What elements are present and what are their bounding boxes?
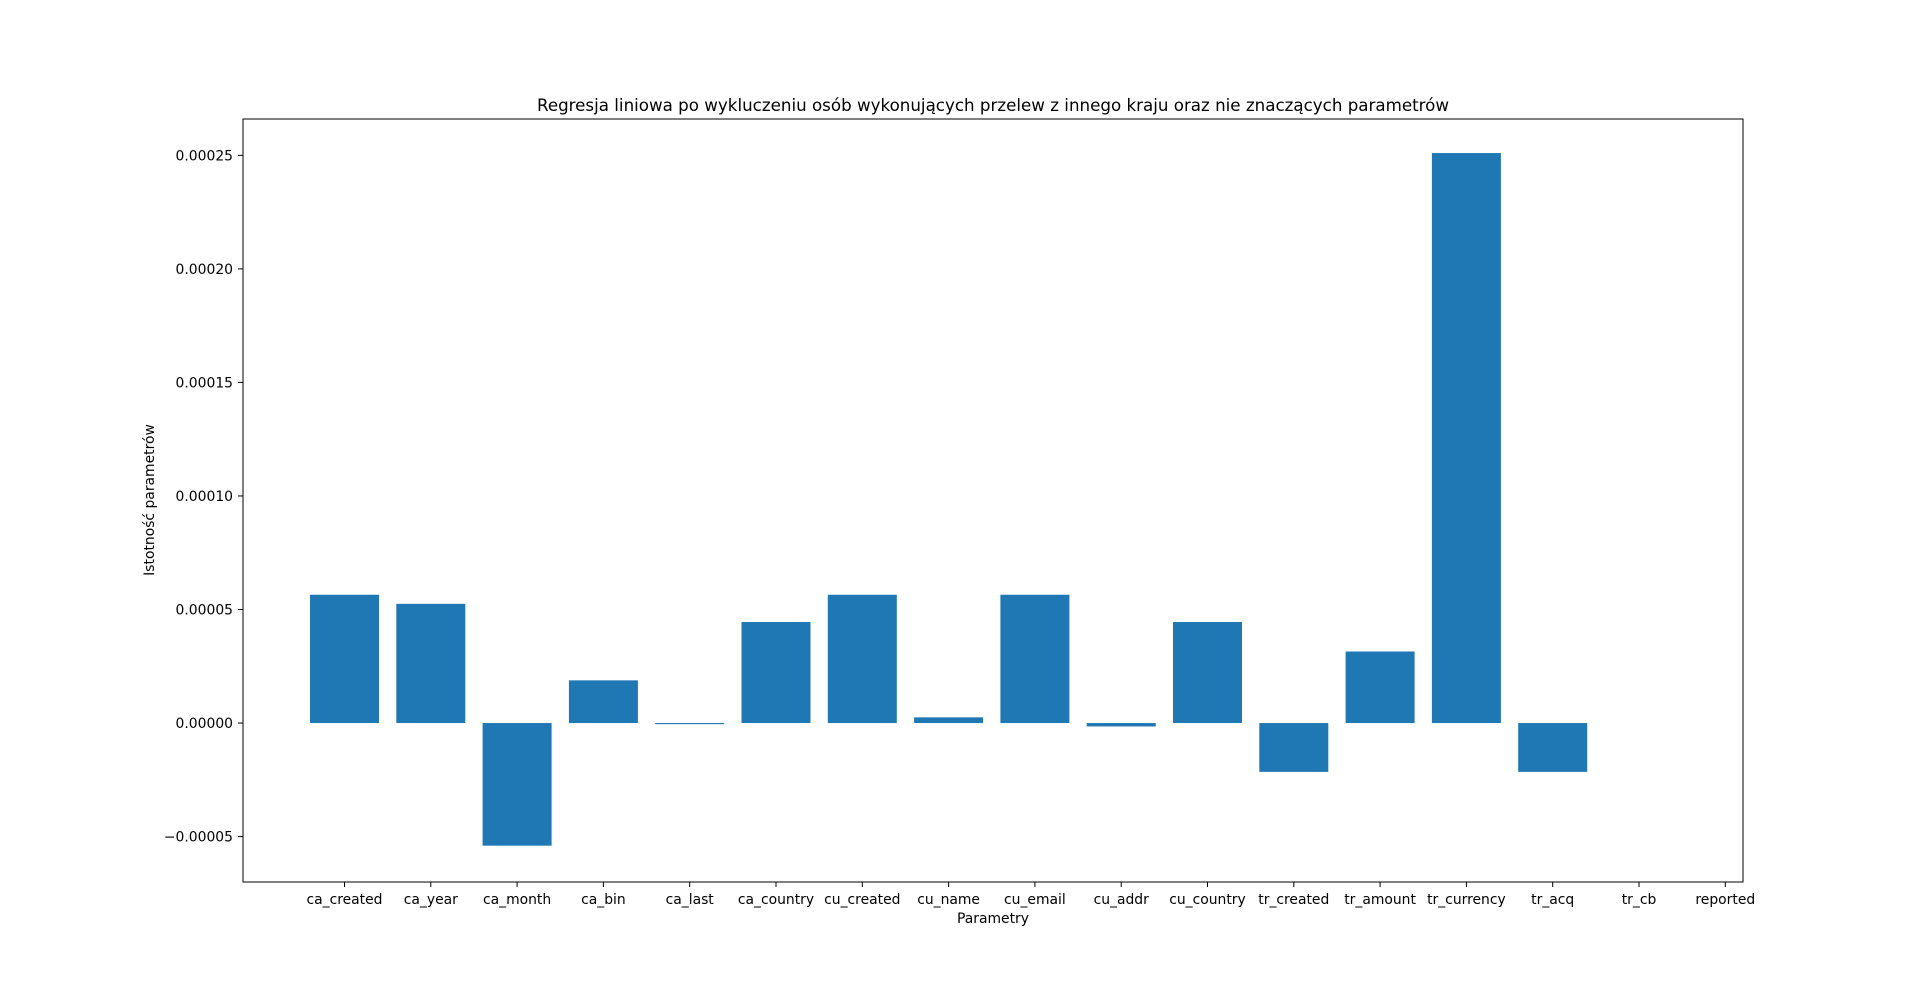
- x-tick-label: ca_created: [306, 892, 382, 908]
- y-tick-label: 0.00005: [176, 603, 233, 619]
- y-tick-label: 0.00020: [176, 262, 233, 278]
- bar-tr_amount: [1345, 651, 1415, 724]
- bar-tr_currency: [1431, 153, 1501, 724]
- x-tick-label: ca_year: [404, 892, 458, 908]
- bar-cu_name: [914, 717, 984, 724]
- x-tick-label: ca_last: [666, 892, 715, 908]
- bar-cu_created: [827, 594, 897, 724]
- bar-ca_created: [310, 594, 379, 724]
- bar-ca_year: [396, 603, 466, 724]
- y-axis-ticks: −0.00005 0.00000 0.00005 0.00010 0.00015 0.00…: [164, 148, 243, 846]
- x-tick-label: cu_email: [1004, 892, 1066, 908]
- x-tick-label: tr_acq: [1531, 892, 1574, 908]
- plot-area-frame: [242, 118, 1744, 883]
- x-tick-label: cu_addr: [1094, 892, 1150, 908]
- bar-ca_month: [482, 723, 552, 846]
- y-tick-label: 0.00015: [176, 375, 233, 391]
- x-tick-label: cu_name: [917, 892, 980, 908]
- x-tick-label: cu_created: [824, 892, 900, 908]
- x-tick-label: ca_country: [738, 892, 814, 908]
- y-tick-label: 0.00025: [176, 148, 233, 164]
- x-tick-label: reported: [1695, 892, 1755, 908]
- x-axis-label: Parametry: [957, 911, 1029, 927]
- bar-ca_bin: [568, 680, 638, 724]
- bar-tr_acq: [1518, 723, 1588, 772]
- bar-cu_email: [1000, 594, 1070, 724]
- x-tick-label: tr_cb: [1622, 892, 1657, 908]
- bar-tr_created: [1259, 723, 1329, 772]
- x-tick-label: tr_amount: [1344, 892, 1416, 908]
- bar-cu_country: [1173, 621, 1242, 724]
- x-axis-ticks: ca_created ca_year ca_month ca_bin ca_last ca…: [306, 882, 1755, 908]
- bar-cu_addr: [1086, 723, 1156, 727]
- x-tick-label: ca_bin: [581, 892, 626, 908]
- bars-group: [310, 153, 1588, 846]
- y-tick-label: 0.00010: [176, 489, 233, 505]
- y-tick-label: 0.00000: [176, 716, 233, 732]
- x-tick-label: cu_country: [1169, 892, 1246, 908]
- x-tick-label: ca_month: [483, 892, 551, 908]
- chart-title: Regresja liniowa po wykluczeniu osób wyk…: [537, 95, 1449, 115]
- x-tick-label: tr_created: [1258, 892, 1329, 908]
- y-tick-label: −0.00005: [164, 830, 233, 846]
- x-tick-label: tr_currency: [1427, 892, 1506, 908]
- y-axis-label: Istotność parametrów: [142, 424, 158, 576]
- bar-ca_last: [655, 723, 725, 725]
- bar-ca_country: [741, 621, 811, 724]
